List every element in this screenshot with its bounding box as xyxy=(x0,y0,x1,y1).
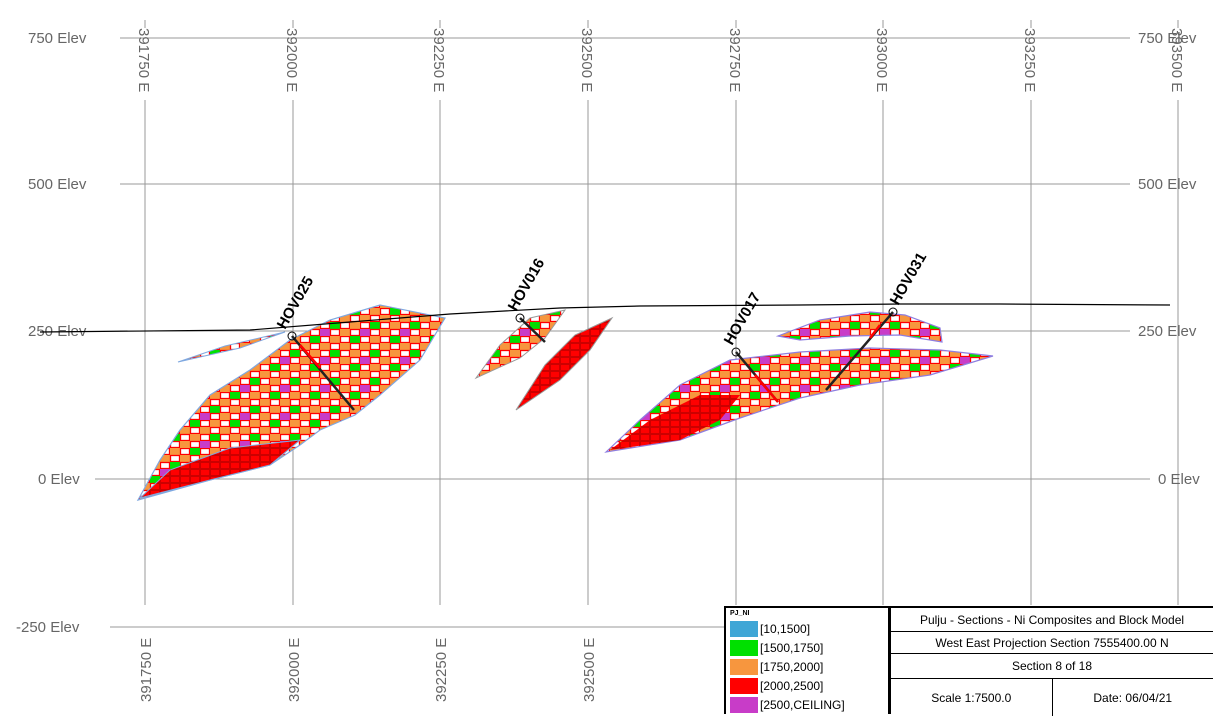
elevation-labels-left: 750 Elev 500 Elev 250 Elev 0 Elev -250 E… xyxy=(16,30,87,636)
legend-label: [2000,2500] xyxy=(760,679,823,693)
legend-item-1750-2000: [1750,2000] xyxy=(730,658,823,676)
easting-label-392000-bottom: 392000 E xyxy=(286,638,303,702)
elev-label-500-right: 500 Elev xyxy=(1138,176,1197,193)
legend-item-10-1500: [10,1500] xyxy=(730,620,810,638)
easting-label-391750-bottom: 391750 E xyxy=(138,638,155,702)
easting-label-392250: 392250 E xyxy=(430,28,447,92)
title-block-projection: West East Projection Section 7555400.00 … xyxy=(891,632,1213,654)
legend-item-2500-ceiling: [2500,CEILING] xyxy=(730,696,845,714)
title-block-title: Pulju - Sections - Ni Composites and Blo… xyxy=(891,608,1213,632)
easting-label-393250: 393250 E xyxy=(1021,28,1038,92)
easting-label-392500: 392500 E xyxy=(578,28,595,92)
elev-label-750: 750 Elev xyxy=(28,30,87,47)
legend-title: PJ_NI xyxy=(730,610,749,617)
legend-label: [2500,CEILING] xyxy=(760,698,845,712)
easting-label-392250-bottom: 392250 E xyxy=(433,638,450,702)
legend-swatch xyxy=(730,659,758,675)
legend-swatch xyxy=(730,621,758,637)
block-model xyxy=(138,305,993,500)
drillhole-label-hov031: HOV031 xyxy=(887,250,930,308)
grid-lines xyxy=(95,20,1178,627)
title-block-section: Section 8 of 18 xyxy=(891,654,1213,679)
title-block-date: Date: 06/04/21 xyxy=(1052,679,1213,716)
drillhole-label-hov016: HOV016 xyxy=(505,256,548,314)
easting-label-392000: 392000 E xyxy=(283,28,300,92)
easting-label-393500: 393500 E xyxy=(1168,28,1185,92)
drillhole-label-hov025: HOV025 xyxy=(274,274,317,332)
legend: PJ_NI [10,1500] [1500,1750] [1750,2000] … xyxy=(724,606,890,714)
elev-label-neg250: -250 Elev xyxy=(16,619,80,636)
legend-swatch xyxy=(730,678,758,694)
legend-label: [10,1500] xyxy=(760,622,810,636)
legend-swatch xyxy=(730,697,758,713)
easting-label-391750: 391750 E xyxy=(135,28,152,92)
drillhole-label-hov017: HOV017 xyxy=(721,290,764,348)
ore-body-hov031-upper xyxy=(778,312,942,342)
legend-label: [1500,1750] xyxy=(760,641,823,655)
elev-label-250-right: 250 Elev xyxy=(1138,323,1197,340)
title-block: Pulju - Sections - Ni Composites and Blo… xyxy=(889,606,1213,714)
elevation-labels-right: 750 Elev 500 Elev 250 Elev 0 Elev xyxy=(1138,30,1200,488)
easting-label-392750: 392750 E xyxy=(726,28,743,92)
easting-label-392500-bottom: 392500 E xyxy=(581,638,598,702)
elev-label-500: 500 Elev xyxy=(28,176,87,193)
easting-labels-bottom: 391750 E 392000 E 392250 E 392500 E xyxy=(138,638,598,702)
legend-item-1500-1750: [1500,1750] xyxy=(730,639,823,657)
legend-swatch xyxy=(730,640,758,656)
easting-label-393000: 393000 E xyxy=(873,28,890,92)
legend-label: [1750,2000] xyxy=(760,660,823,674)
title-block-scale: Scale 1:7500.0 xyxy=(891,679,1052,716)
elev-label-750-right: 750 Elev xyxy=(1138,30,1197,47)
elev-label-0: 0 Elev xyxy=(38,471,80,488)
elev-label-0-right: 0 Elev xyxy=(1158,471,1200,488)
legend-item-2000-2500: [2000,2500] xyxy=(730,677,823,695)
